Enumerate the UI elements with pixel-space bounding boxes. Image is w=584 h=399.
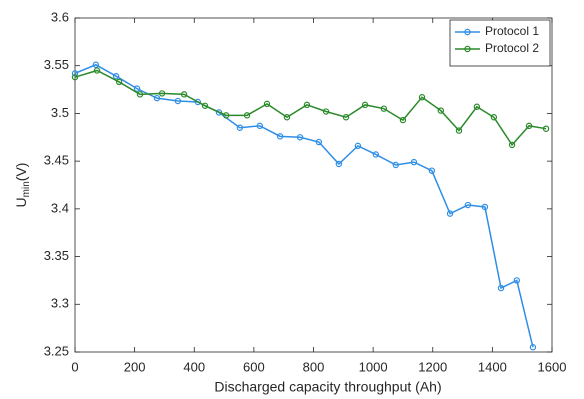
x-tick-label: 1200 — [418, 359, 447, 374]
series-marker — [490, 114, 498, 121]
x-tick-label: 0 — [71, 359, 78, 374]
series-marker — [174, 97, 182, 105]
series-marker — [335, 160, 343, 168]
legend-marker — [464, 45, 471, 53]
y-tick-label: 3.45 — [44, 153, 69, 168]
series-marker — [296, 134, 304, 141]
series-marker — [256, 122, 264, 130]
series-marker — [437, 107, 444, 114]
y-label-main: U — [13, 197, 29, 207]
series-marker — [497, 284, 505, 292]
series-marker — [158, 90, 166, 97]
legend-label: Protocol 2 — [485, 41, 539, 55]
plot-area — [74, 17, 553, 353]
series-marker — [380, 105, 388, 112]
legend-marker — [464, 28, 471, 36]
y-tick-label: 3.4 — [51, 200, 69, 215]
series-marker — [153, 94, 161, 102]
y-label-unit: (V) — [13, 163, 29, 182]
series-marker — [322, 108, 330, 115]
series-marker — [201, 102, 209, 109]
series-marker — [529, 344, 537, 351]
legend-box — [449, 19, 551, 67]
series-marker — [428, 167, 436, 174]
series-marker — [133, 85, 141, 92]
series-marker — [71, 70, 79, 77]
series-marker — [92, 61, 100, 68]
x-tick-label: 1000 — [359, 359, 388, 374]
x-tick-label: 1400 — [478, 359, 507, 374]
series-marker — [464, 201, 472, 209]
x-tick-label: 1600 — [538, 359, 567, 374]
y-tick-label: 3.25 — [44, 343, 69, 358]
series-marker — [283, 114, 291, 121]
series-marker — [361, 101, 369, 109]
series-marker — [115, 78, 123, 86]
y-tick-label: 3.3 — [51, 296, 69, 311]
series-marker — [473, 103, 481, 110]
series-marker — [418, 94, 426, 101]
series-marker — [93, 67, 101, 74]
y-axis-label: Umin(V) — [13, 163, 32, 208]
y-tick-label: 3.55 — [44, 57, 69, 72]
series-marker — [446, 210, 454, 217]
series-marker — [194, 98, 202, 106]
series-marker — [136, 91, 144, 98]
series-line — [74, 69, 547, 147]
series-line — [74, 63, 534, 348]
series-marker — [303, 101, 311, 109]
series-marker — [481, 203, 489, 211]
y-tick-label: 3.6 — [51, 9, 69, 24]
series-marker — [236, 124, 244, 131]
series-marker — [455, 127, 463, 134]
series-marker — [342, 114, 350, 121]
y-tick-label: 3.5 — [51, 105, 69, 120]
series-marker — [222, 112, 230, 119]
x-axis-label: Discharged capacity throughput (Ah) — [214, 379, 441, 395]
series-marker — [71, 73, 79, 81]
x-tick-label: 600 — [243, 359, 265, 374]
series-marker — [525, 122, 533, 130]
series-marker — [243, 112, 251, 119]
series-marker — [180, 91, 188, 98]
y-label-sub: min — [21, 181, 32, 197]
series-marker — [392, 161, 399, 169]
y-tick-label: 3.35 — [44, 248, 69, 263]
legend-label: Protocol 1 — [485, 24, 539, 38]
series-marker — [508, 141, 516, 149]
series-marker — [513, 277, 521, 284]
series-marker — [354, 142, 362, 150]
series-marker — [372, 151, 380, 158]
series-marker — [399, 116, 407, 124]
x-tick-label: 200 — [124, 359, 146, 374]
series-marker — [542, 125, 550, 132]
series-marker — [263, 100, 271, 108]
series-marker — [410, 158, 418, 166]
series-marker — [112, 73, 120, 80]
series-marker — [315, 138, 323, 146]
x-tick-label: 400 — [183, 359, 205, 374]
x-tick-label: 800 — [303, 359, 325, 374]
series-marker — [276, 133, 284, 140]
